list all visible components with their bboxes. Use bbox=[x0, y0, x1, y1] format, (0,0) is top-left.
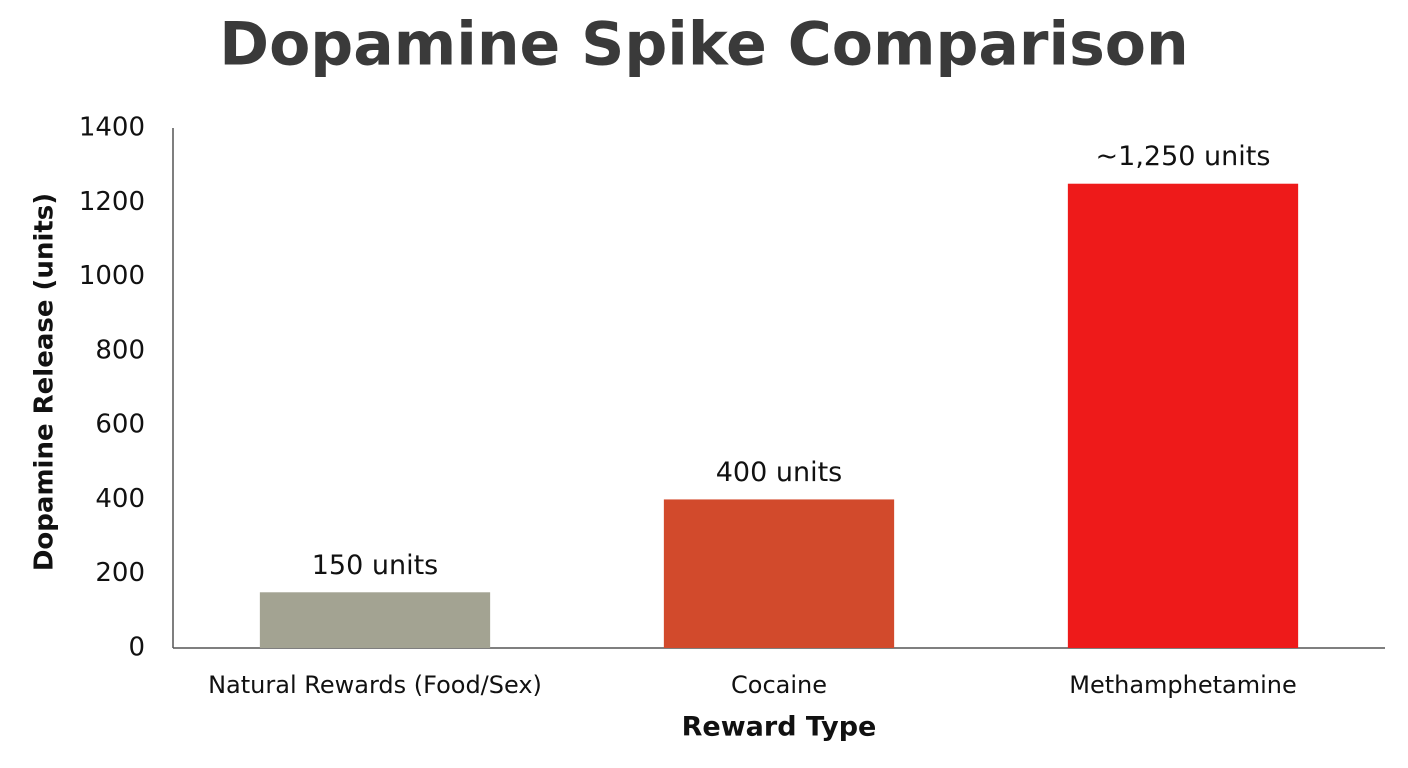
y-tick-label: 600 bbox=[95, 410, 145, 440]
x-tick-label: Cocaine bbox=[731, 671, 827, 699]
y-tick-label: 1200 bbox=[79, 187, 145, 217]
value-label: 150 units bbox=[312, 550, 439, 581]
bar bbox=[259, 592, 491, 648]
y-tick-label: 0 bbox=[128, 633, 145, 663]
value-label: 400 units bbox=[716, 457, 843, 488]
y-tick-label: 200 bbox=[95, 558, 145, 588]
x-axis-title: Reward Type bbox=[682, 712, 877, 743]
bar bbox=[663, 499, 895, 648]
value-label: ~1,250 units bbox=[1096, 141, 1271, 172]
y-tick-label: 1400 bbox=[79, 113, 145, 143]
bar bbox=[1067, 183, 1299, 648]
y-tick-label: 1000 bbox=[79, 261, 145, 291]
x-tick-label: Methamphetamine bbox=[1069, 671, 1297, 699]
y-tick-label: 400 bbox=[95, 484, 145, 514]
chart-title: Dopamine Spike Comparison bbox=[219, 10, 1188, 80]
x-tick-label: Natural Rewards (Food/Sex) bbox=[208, 671, 542, 699]
y-axis-title: Dopamine Release (units) bbox=[30, 193, 60, 571]
y-tick-label: 800 bbox=[95, 335, 145, 365]
